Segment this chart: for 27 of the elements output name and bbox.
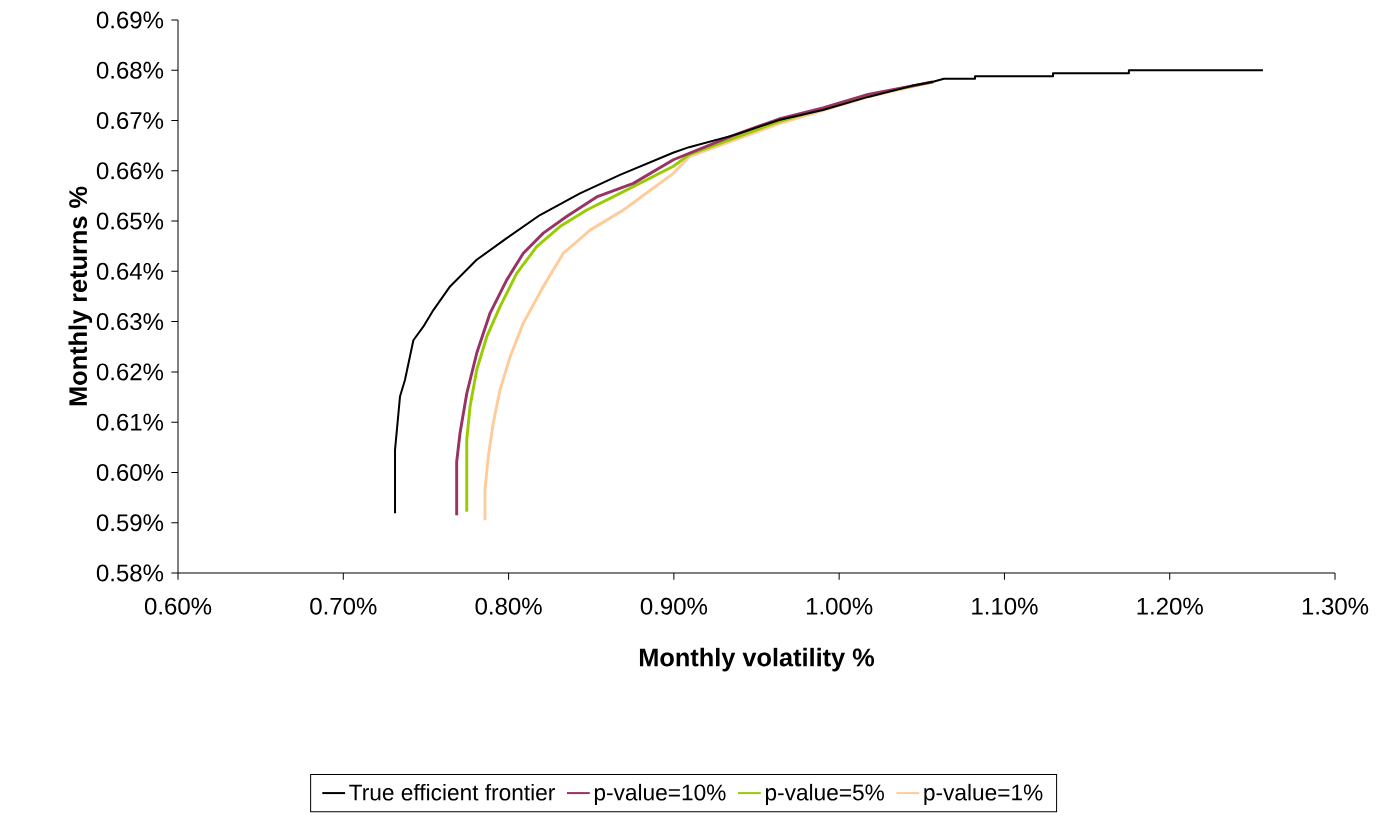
legend-label: p-value=10% bbox=[594, 783, 726, 805]
y-tick-label: 0.59% bbox=[96, 514, 164, 532]
y-tick-label: 0.60% bbox=[96, 463, 164, 481]
legend-label: p-value=5% bbox=[765, 783, 884, 805]
x-tick-label: 0.80% bbox=[475, 597, 542, 615]
x-tick-label: 0.90% bbox=[640, 597, 708, 615]
x-tick-label: 0.70% bbox=[310, 597, 377, 615]
y-tick-label: 0.58% bbox=[96, 564, 164, 582]
y-tick-label: 0.67% bbox=[96, 112, 164, 130]
x-tick-label: 1.10% bbox=[972, 597, 1038, 615]
y-tick-label: 0.68% bbox=[96, 61, 164, 79]
y-tick-label: 0.65% bbox=[96, 212, 164, 230]
line-series bbox=[394, 69, 1264, 515]
y-tick-label: 0.69% bbox=[96, 11, 164, 29]
y-tick-label: 0.61% bbox=[96, 413, 164, 431]
x-tick-label: 1.20% bbox=[1137, 597, 1203, 615]
x-axis-title: Monthly volatility % bbox=[639, 647, 875, 672]
legend-label: p-value=1% bbox=[924, 783, 1043, 805]
x-tick-label: 1.30% bbox=[1302, 597, 1369, 615]
legend-label: True efficient frontier bbox=[349, 783, 555, 801]
x-tick-label: 1.00% bbox=[806, 597, 873, 615]
y-tick-label: 0.62% bbox=[96, 363, 164, 381]
y-tick-label: 0.64% bbox=[96, 262, 164, 280]
y-tick-label: 0.66% bbox=[96, 162, 164, 180]
y-tick-label: 0.63% bbox=[96, 313, 164, 331]
y-axis-title: Monthly returns % bbox=[68, 186, 93, 406]
x-tick-label: 0.60% bbox=[144, 597, 212, 615]
